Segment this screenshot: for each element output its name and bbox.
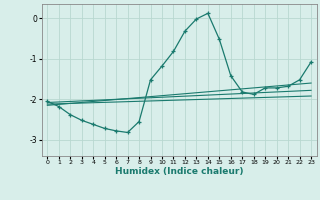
X-axis label: Humidex (Indice chaleur): Humidex (Indice chaleur) (115, 167, 244, 176)
